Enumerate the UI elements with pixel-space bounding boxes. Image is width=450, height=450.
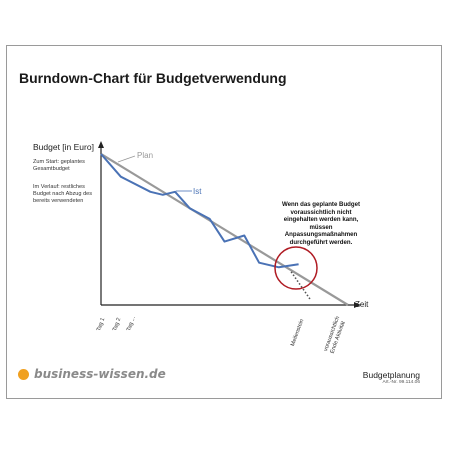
- ist-line: [100, 153, 299, 269]
- chart-title: Burndown-Chart für Budgetverwendung: [19, 70, 287, 86]
- footer-article-number: Art.-Nr. 99.114.06: [382, 380, 420, 385]
- y-axis-label: Budget [in Euro]: [33, 142, 94, 152]
- callout-circle: [274, 246, 318, 290]
- projection-line: [290, 271, 312, 301]
- plan-label-pointer: [117, 155, 136, 163]
- note-start: Zum Start: geplantes Gesamtbudget: [33, 159, 85, 173]
- note-verlauf: Im Verlauf: restliches Budget nach Abzug…: [33, 184, 93, 205]
- plan-line: [100, 153, 349, 306]
- x-axis-label: Zeit: [355, 300, 369, 309]
- footer-title: Budgetplanung: [362, 370, 420, 380]
- slide-frame: [6, 45, 442, 399]
- callout-text: Wenn das geplante Budget voraussichtlich…: [281, 201, 361, 246]
- brand-name: business-wissen.de: [34, 367, 166, 381]
- x-axis-arrow: [354, 302, 361, 308]
- brand-logo: business-wissen.de: [18, 367, 166, 381]
- y-axis-arrow: [98, 141, 104, 148]
- brand-dot-icon: [18, 368, 29, 380]
- legend-plan: Plan: [137, 151, 154, 160]
- legend-ist: Ist: [193, 187, 202, 196]
